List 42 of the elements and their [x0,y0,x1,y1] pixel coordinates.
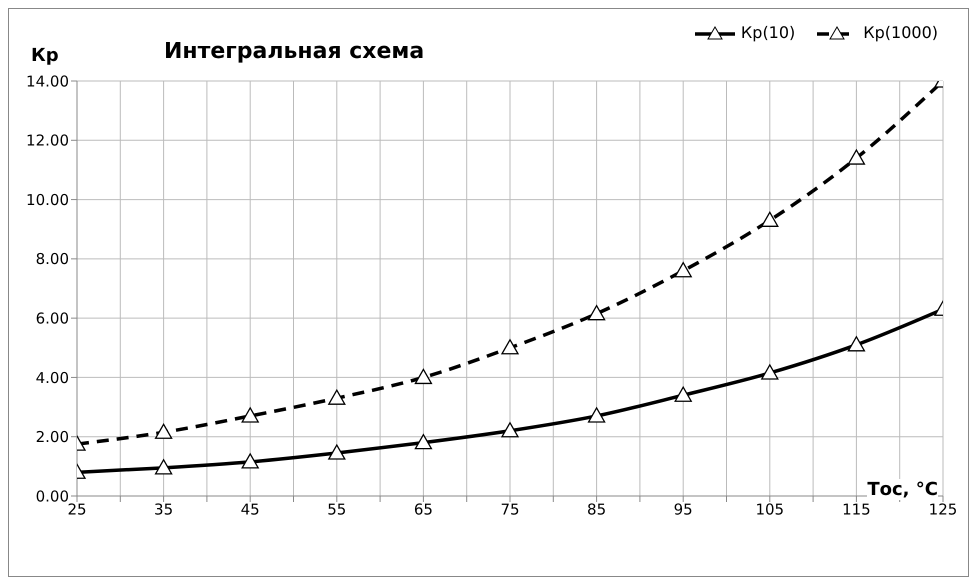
x-tick-label: 35 [154,500,174,519]
legend-label: Кр(10) [740,23,796,42]
point [154,424,172,439]
point [761,212,778,227]
point [154,459,172,474]
y-tick-label: 2.00 [36,428,69,446]
y-tick-label: 8.00 [36,250,69,268]
x-tick-label: 85 [587,500,606,519]
point [848,336,866,352]
point [674,386,692,402]
point [242,453,259,469]
y-tick-label: 10.00 [26,190,69,209]
y-tick-label: 14.00 [26,72,69,90]
y-axis-title: Кр [31,45,59,66]
x-tick-label: 105 [755,500,784,519]
x-tick-label: 25 [67,500,87,519]
y-tick-label: 12.00 [26,132,69,150]
x-tick-label: 65 [414,500,433,519]
point [848,149,866,165]
point [414,434,432,450]
point [501,422,519,438]
x-tick-label: 95 [674,500,693,519]
point [414,368,432,384]
y-tick-label: 0.00 [36,487,69,506]
point [588,305,606,320]
x-tick-label: 115 [842,500,871,519]
x-tick-label: 55 [327,500,346,519]
x-tick-label: 45 [240,500,260,519]
x-tick-label: 75 [500,500,520,519]
point [761,364,778,380]
point [588,407,606,423]
x-tick-label: 125 [928,500,958,519]
y-tick-label: 4.00 [36,368,69,387]
point [328,390,346,405]
point [674,262,692,278]
chart-title: Интегральная схема [164,39,424,64]
point [501,339,519,354]
y-tick-label: 6.00 [36,309,69,328]
legend-label: Кр(1000) [863,23,938,42]
point [328,444,346,460]
x-axis-title: Тос, °С [867,479,938,500]
point [242,407,259,423]
